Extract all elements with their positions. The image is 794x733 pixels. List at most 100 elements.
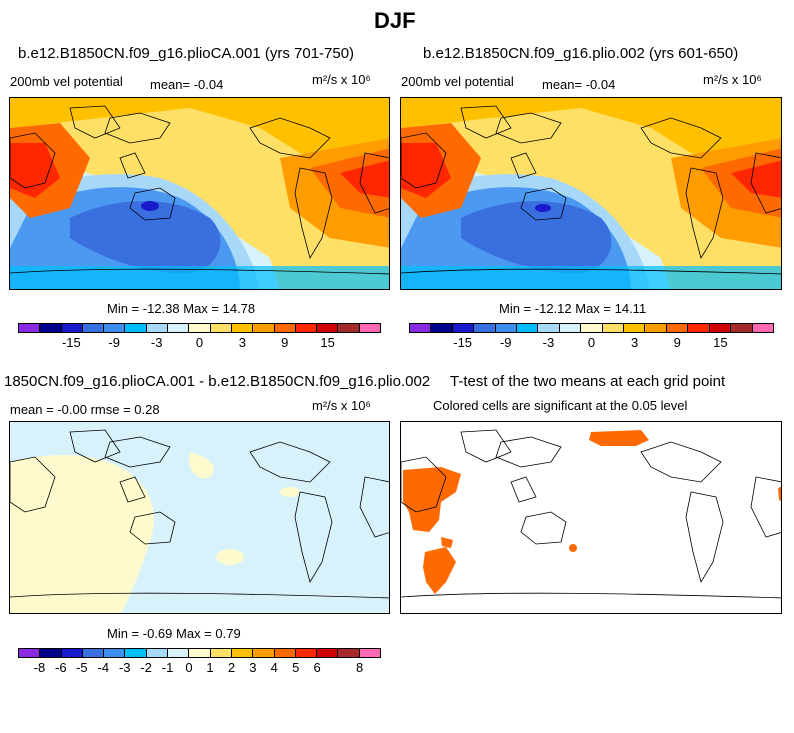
colorbar-swatch: [624, 324, 646, 332]
panel1-stats: Min = -12.38 Max = 14.78: [107, 301, 256, 316]
colorbar-swatch: [82, 649, 105, 657]
colorbar-tick: 3: [630, 335, 639, 350]
colorbar-tick: -3: [542, 335, 555, 350]
colorbar-tick: 15: [713, 335, 728, 350]
colorbar-swatch: [168, 324, 190, 332]
colorbar-swatch: [231, 324, 254, 332]
colorbar-swatch: [474, 324, 496, 332]
panel2-colorbar-ticks: -15 -9 -3 0 3 9 15: [409, 335, 774, 351]
colorbar-swatch: [559, 324, 582, 332]
panel2-stats: Min = -12.12 Max = 14.11: [499, 301, 647, 316]
colorbar-tick: -6: [55, 660, 67, 675]
panel2-mean-label: mean= -0.04: [542, 77, 616, 92]
colorbar-tick: -9: [108, 335, 120, 350]
colorbar-swatch: [295, 324, 318, 332]
colorbar-swatch: [495, 324, 518, 332]
colorbar-tick: 3: [238, 335, 246, 350]
colorbar-swatch: [231, 649, 254, 657]
colorbar-tick: 8: [355, 660, 364, 675]
colorbar-tick: -4: [97, 660, 110, 675]
panel2-colorbar: [409, 323, 774, 333]
colorbar-tick: 3: [249, 660, 257, 675]
colorbar-tick: 15: [320, 335, 335, 350]
panel2-title: b.e12.B1850CN.f09_g16.plio.002 (yrs 601-…: [423, 45, 739, 62]
colorbar-swatch: [274, 649, 296, 657]
colorbar-swatch: [688, 324, 710, 332]
colorbar-swatch: [731, 324, 753, 332]
panel1-colorbar: [18, 323, 381, 333]
colorbar-swatch: [210, 649, 232, 657]
colorbar-swatch: [189, 649, 211, 657]
colorbar-swatch: [82, 324, 105, 332]
colorbar-swatch: [538, 324, 560, 332]
panel3-colorbar: [18, 648, 381, 658]
colorbar-swatch: [168, 649, 190, 657]
panel3-stats: Min = -0.69 Max = 0.79: [107, 626, 241, 641]
colorbar-swatch: [709, 324, 732, 332]
colorbar-tick: 1: [206, 660, 214, 675]
colorbar-tick: 2: [227, 660, 236, 675]
colorbar-swatch: [338, 324, 360, 332]
colorbar-swatch: [517, 324, 539, 332]
colorbar-swatch: [645, 324, 667, 332]
colorbar-tick: 5: [292, 660, 300, 675]
colorbar-tick: 0: [185, 660, 193, 675]
colorbar-tick: -5: [76, 660, 88, 675]
colorbar-swatch: [338, 649, 360, 657]
colorbar-tick: 6: [313, 660, 321, 675]
colorbar-swatch: [19, 324, 41, 332]
panel1-units: m²/s x 10⁶: [312, 72, 371, 87]
colorbar-swatch: [253, 649, 275, 657]
colorbar-swatch: [602, 324, 625, 332]
main-title: DJF: [374, 8, 416, 33]
colorbar-swatch: [317, 324, 339, 332]
colorbar-swatch: [253, 324, 275, 332]
colorbar-tick: -2: [140, 660, 152, 675]
colorbar-swatch: [317, 649, 339, 657]
colorbar-swatch: [752, 324, 773, 332]
panel3-title: 1850CN.f09_g16.plioCA.001 - b.e12.B1850C…: [4, 373, 431, 390]
colorbar-tick: -3: [150, 335, 163, 350]
colorbar-tick: -8: [33, 660, 46, 675]
colorbar-swatch: [104, 649, 126, 657]
colorbar-tick: -15: [61, 335, 81, 350]
colorbar-swatch: [104, 324, 126, 332]
panel4-title: T-test of the two means at each grid poi…: [450, 373, 726, 390]
colorbar-swatch: [666, 324, 689, 332]
panel3-colorbar-ticks: -8 -6 -5 -4 -3 -2 -1 0 1 2 3 4 5 6 8: [18, 660, 381, 676]
panel1-map: [9, 97, 390, 290]
colorbar-swatch: [146, 324, 169, 332]
colorbar-swatch: [125, 649, 147, 657]
colorbar-tick: 9: [281, 335, 289, 350]
colorbar-tick: -15: [453, 335, 473, 350]
colorbar-tick: 0: [587, 335, 596, 350]
panel3-units: m²/s x 10⁶: [312, 398, 371, 413]
colorbar-swatch: [40, 324, 62, 332]
colorbar-swatch: [19, 649, 41, 657]
colorbar-tick: 0: [195, 335, 204, 350]
panel2-variable-label: 200mb vel potential: [401, 74, 514, 89]
panel1-variable-label: 200mb vel potential: [10, 74, 123, 89]
colorbar-swatch: [410, 324, 432, 332]
colorbar-swatch: [146, 649, 169, 657]
panel1-colorbar-ticks: -15 -9 -3 0 3 9 15: [18, 335, 381, 351]
panel1-title: b.e12.B1850CN.f09_g16.plioCA.001 (yrs 70…: [18, 45, 355, 62]
colorbar-tick: 9: [673, 335, 681, 350]
colorbar-swatch: [210, 324, 232, 332]
colorbar-tick: -1: [161, 660, 174, 675]
colorbar-swatch: [40, 649, 62, 657]
panel4-map: [400, 421, 782, 614]
colorbar-swatch: [189, 324, 211, 332]
colorbar-swatch: [359, 649, 381, 657]
colorbar-tick: -9: [499, 335, 512, 350]
colorbar-swatch: [274, 324, 296, 332]
colorbar-swatch: [581, 324, 603, 332]
colorbar-tick: -3: [118, 660, 131, 675]
panel1-mean-label: mean= -0.04: [150, 77, 224, 92]
colorbar-swatch: [125, 324, 147, 332]
colorbar-swatch: [431, 324, 453, 332]
colorbar-swatch: [295, 649, 318, 657]
colorbar-swatch: [452, 324, 475, 332]
colorbar-swatch: [61, 649, 83, 657]
colorbar-swatch: [61, 324, 83, 332]
